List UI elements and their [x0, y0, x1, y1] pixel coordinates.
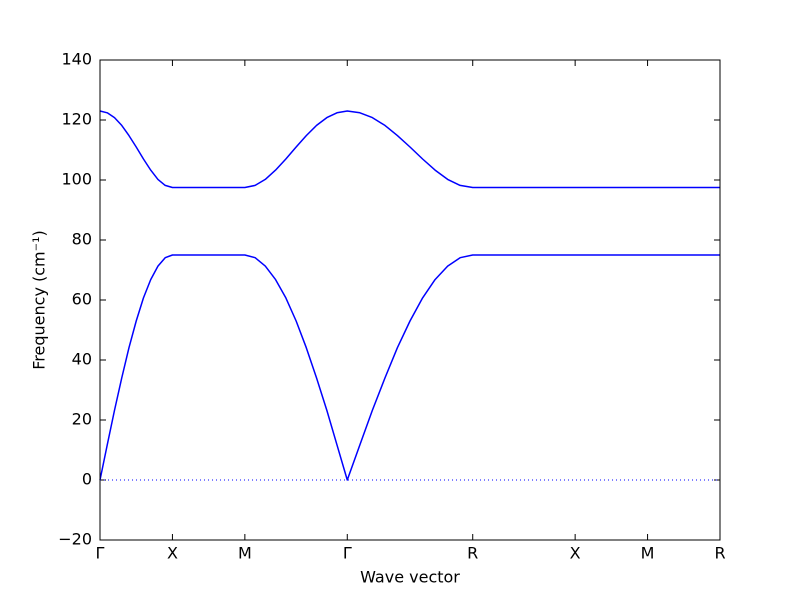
y-tick-label: −20 — [58, 530, 92, 549]
x-tick-label: Γ — [343, 544, 352, 563]
band-line — [99, 254, 720, 481]
y-tick-label: 40 — [72, 350, 92, 369]
y-tick-label: 80 — [72, 230, 92, 249]
x-tick-label: M — [238, 544, 252, 563]
x-tick-label: R — [467, 544, 478, 563]
y-tick-label: 20 — [72, 410, 92, 429]
y-tick-label: 120 — [61, 110, 92, 129]
plot-frame — [99, 59, 721, 541]
band-line — [99, 110, 720, 189]
y-tick-label: 0 — [82, 470, 92, 489]
x-tick-label: X — [570, 544, 581, 563]
y-tick-label: 60 — [72, 290, 92, 309]
y-axis-label: Frequency (cm⁻¹) — [30, 230, 49, 369]
y-tick-label: 100 — [61, 170, 92, 189]
x-tick-label: R — [714, 544, 725, 563]
x-tick-label: Γ — [96, 544, 105, 563]
x-tick-label: X — [167, 544, 178, 563]
x-axis-label: Wave vector — [360, 568, 460, 587]
y-tick-label: 140 — [61, 50, 92, 69]
x-tick-label: M — [641, 544, 655, 563]
